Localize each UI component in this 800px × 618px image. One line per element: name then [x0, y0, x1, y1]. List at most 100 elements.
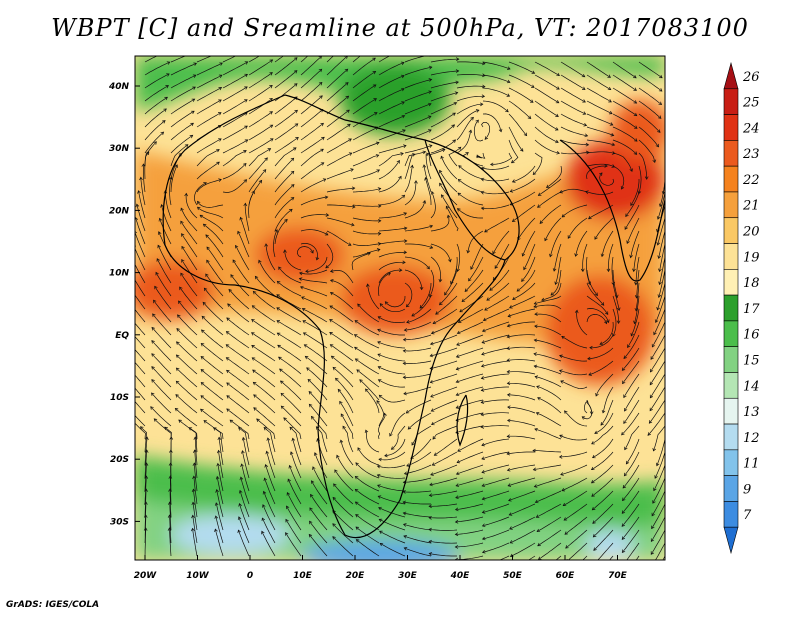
- streamline-arrowhead: [429, 353, 434, 358]
- streamline: [378, 495, 406, 505]
- streamline: [355, 514, 380, 531]
- streamline-arrowhead: [218, 138, 222, 142]
- streamline: [431, 321, 458, 334]
- streamline-arrowhead: [347, 123, 351, 128]
- streamline: [483, 308, 510, 321]
- streamline-arrowhead: [402, 337, 407, 342]
- streamline-arrowhead: [558, 369, 563, 373]
- streamline-arrowhead: [179, 286, 183, 291]
- streamline-arrowhead: [480, 412, 485, 417]
- streamline: [507, 406, 536, 414]
- streamline-arrowhead: [184, 192, 189, 197]
- streamline-arrowhead: [145, 436, 149, 440]
- streamline: [470, 243, 484, 270]
- streamline-arrowhead: [647, 432, 652, 436]
- streamline: [151, 392, 172, 414]
- streamline-arrowhead: [508, 305, 513, 309]
- streamline: [300, 137, 325, 154]
- streamline: [232, 259, 250, 284]
- streamline: [638, 74, 663, 92]
- orange-band-region: [135, 150, 665, 346]
- streamline: [274, 209, 293, 232]
- streamline-arrowhead: [377, 379, 382, 383]
- streamline: [265, 464, 276, 492]
- streamline: [151, 327, 172, 349]
- streamline-arrowhead: [301, 296, 305, 300]
- streamline: [538, 542, 562, 560]
- streamline-arrowhead: [359, 379, 363, 383]
- streamline-arrowhead: [549, 253, 553, 258]
- streamline: [300, 148, 324, 167]
- streamline: [196, 149, 220, 167]
- streamline: [326, 217, 355, 226]
- streamline-arrowhead: [263, 477, 268, 482]
- streamline-arrowhead: [608, 99, 612, 103]
- streamline-arrowhead: [258, 179, 263, 184]
- streamline: [248, 56, 260, 63]
- streamline-arrowhead: [252, 290, 257, 295]
- streamline: [378, 379, 406, 388]
- streamline-arrowhead: [484, 136, 489, 140]
- streamline-arrowhead: [480, 400, 485, 404]
- streamline-arrowhead: [329, 269, 334, 273]
- streamline: [649, 399, 665, 424]
- streamline: [659, 243, 665, 272]
- streamline-arrowhead: [400, 152, 404, 156]
- chart-title: WBPT [C] and Sreamline at 500hPa, VT: 20…: [51, 14, 749, 42]
- streamline: [586, 314, 607, 324]
- streamline: [582, 555, 588, 560]
- streamline: [176, 354, 198, 375]
- streamline: [439, 183, 458, 206]
- streamline-arrowhead: [506, 392, 511, 397]
- streamline-arrowhead: [633, 100, 638, 104]
- streamline: [287, 478, 302, 505]
- streamline: [456, 117, 474, 141]
- streamline: [404, 225, 433, 232]
- streamline: [143, 164, 146, 193]
- streamline: [285, 519, 302, 544]
- streamline: [330, 292, 354, 310]
- lat-label: 40N: [108, 82, 130, 92]
- streamline-arrowhead: [537, 204, 541, 208]
- streamline: [507, 420, 536, 427]
- streamline-arrowhead: [604, 164, 608, 168]
- streamline-arrowhead: [153, 299, 157, 304]
- streamline-arrowhead: [289, 208, 293, 213]
- streamline: [229, 419, 250, 440]
- streamline-arrowhead: [411, 313, 415, 317]
- streamline-arrowhead: [454, 545, 459, 549]
- streamline-arrowhead: [621, 536, 626, 540]
- streamline-arrowhead: [521, 252, 526, 257]
- streamline: [589, 334, 614, 349]
- streamline-arrowhead: [653, 487, 657, 492]
- streamline: [430, 58, 459, 63]
- streamline-arrowhead: [507, 66, 511, 70]
- streamline-arrowhead: [269, 111, 273, 115]
- streamline-arrowhead: [225, 357, 230, 361]
- streamline: [378, 366, 406, 375]
- streamline: [651, 503, 665, 529]
- streamline: [638, 152, 648, 180]
- streamline: [331, 355, 354, 375]
- streamline-arrowhead: [506, 334, 511, 339]
- streamline: [226, 317, 250, 336]
- streamline: [352, 112, 378, 128]
- streamline: [535, 490, 562, 503]
- warm-core-west-africa: [135, 260, 215, 320]
- streamline: [135, 349, 146, 362]
- streamline: [555, 555, 562, 560]
- streamline: [597, 542, 614, 560]
- streamline-arrowhead: [177, 314, 181, 318]
- streamline-arrowhead: [352, 204, 356, 209]
- streamline-arrowhead: [470, 266, 474, 270]
- streamline: [450, 256, 458, 285]
- streamline-arrowhead: [564, 410, 568, 414]
- streamline: [144, 85, 169, 102]
- streamline-arrowhead: [348, 152, 353, 156]
- streamline-arrowhead: [581, 416, 586, 420]
- colorbar-label: 25: [742, 96, 760, 111]
- streamline: [635, 256, 640, 285]
- streamline-arrowhead: [428, 493, 433, 498]
- streamline: [430, 347, 458, 357]
- streamline-arrowhead: [591, 493, 595, 497]
